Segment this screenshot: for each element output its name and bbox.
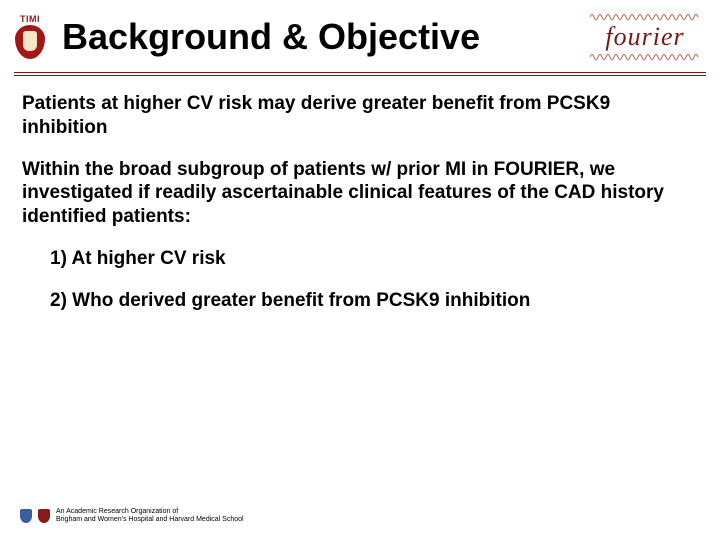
page-title: Background & Objective: [62, 16, 578, 58]
slide-footer: An Academic Research Organization of Bri…: [20, 508, 244, 524]
list-item: 1) At higher CV risk: [50, 247, 698, 271]
fourier-wave-top-icon: [590, 10, 700, 24]
brigham-shield-icon: [20, 509, 32, 523]
footer-line-2: Brigham and Women's Hospital and Harvard…: [56, 516, 244, 524]
fourier-wave-bottom-icon: [590, 50, 700, 64]
paragraph-2: Within the broad subgroup of patients w/…: [22, 158, 698, 229]
fourier-logo: fourier: [590, 10, 700, 64]
paragraph-1: Patients at higher CV risk may derive gr…: [22, 92, 698, 140]
slide-body: Patients at higher CV risk may derive gr…: [0, 78, 720, 312]
footer-affiliation: An Academic Research Organization of Bri…: [56, 508, 244, 524]
timi-shield-icon: [15, 25, 45, 59]
harvard-shield-icon: [38, 509, 50, 523]
footer-line-1: An Academic Research Organization of: [56, 508, 244, 516]
numbered-list: 1) At higher CV risk 2) Who derived grea…: [22, 247, 698, 313]
timi-logo-text: TIMI: [20, 14, 40, 24]
timi-logo: TIMI: [10, 14, 50, 60]
slide-header: TIMI Background & Objective fourier: [0, 0, 720, 64]
fourier-logo-text: fourier: [605, 24, 684, 50]
list-item: 2) Who derived greater benefit from PCSK…: [50, 289, 698, 313]
